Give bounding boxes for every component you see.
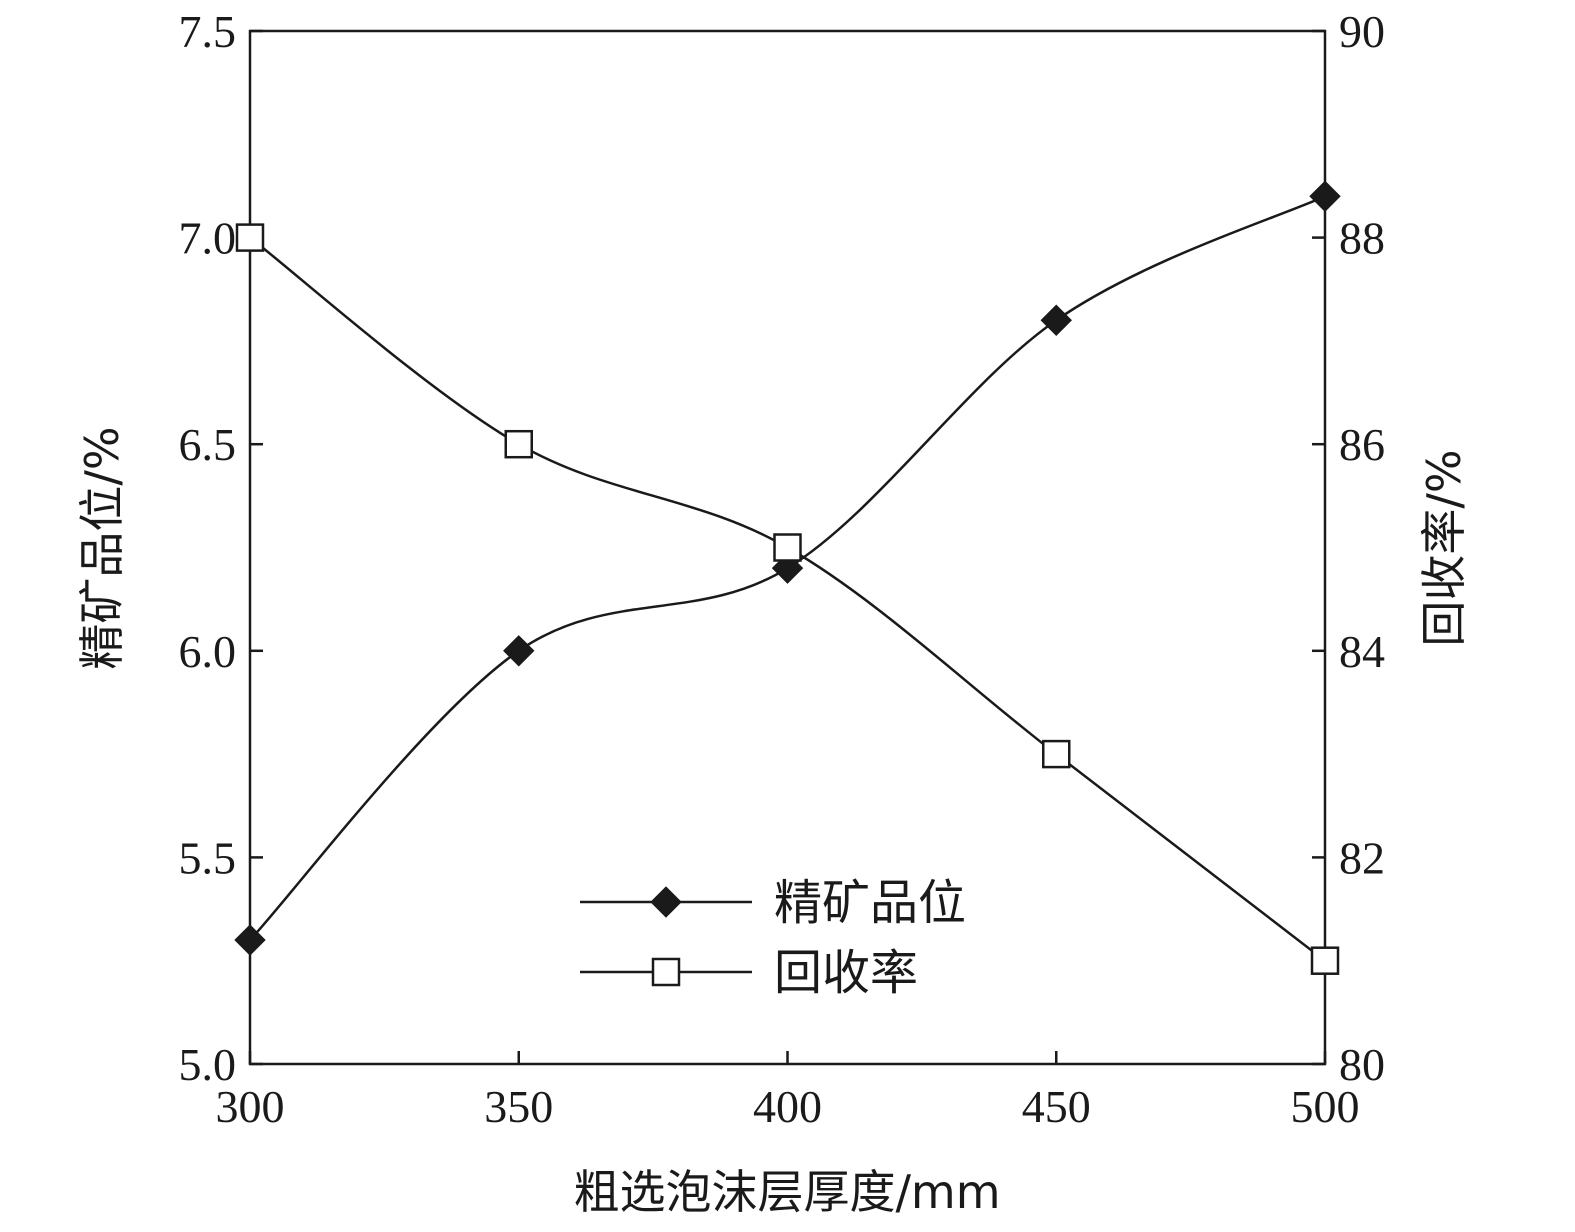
y-right-tick-label: 88 <box>1339 213 1385 264</box>
x-tick-label: 350 <box>484 1081 553 1132</box>
data-point <box>234 924 266 956</box>
legend-label: 精矿品位 <box>774 875 966 931</box>
data-point <box>235 223 265 252</box>
y-left-tick-label: 7.0 <box>179 213 237 264</box>
data-point <box>504 429 533 459</box>
x-tick-label: 450 <box>1022 1081 1091 1132</box>
x-tick-label: 400 <box>753 1081 822 1132</box>
y-right-tick-label: 90 <box>1339 6 1385 57</box>
data-point <box>503 635 535 667</box>
y-axis-right-title: 回收率/% <box>1417 449 1471 646</box>
y-axis-left-title: 精矿品位/% <box>75 426 129 669</box>
y-left-tick-label: 5.0 <box>179 1039 237 1090</box>
data-point <box>773 533 802 562</box>
x-tick-label: 300 <box>216 1081 285 1132</box>
legend-marker <box>650 886 682 918</box>
data-point <box>1042 739 1071 769</box>
ticks-layer: 300 350 400 450 500 5.0 5.5 6.0 6.5 7.0 7.5 80 82 84 8… <box>179 6 1386 1132</box>
data-point <box>1310 946 1340 975</box>
data-point <box>1309 180 1341 212</box>
data-point <box>1040 304 1072 336</box>
y-right-tick-label: 86 <box>1339 419 1385 470</box>
legend-marker <box>651 957 681 987</box>
y-left-tick-label: 6.5 <box>179 419 237 470</box>
x-tick-label: 500 <box>1291 1081 1360 1132</box>
y-right-tick-label: 80 <box>1339 1039 1385 1090</box>
legend-label: 回收率 <box>774 945 918 1001</box>
y-right-tick-label: 82 <box>1339 832 1385 883</box>
x-axis-title: 粗选泡沫层厚度/mm <box>573 1165 1000 1219</box>
series-line <box>249 236 1326 962</box>
y-left-tick-label: 5.5 <box>179 832 237 883</box>
y-left-tick-label: 7.5 <box>179 6 237 57</box>
y-right-tick-label: 84 <box>1339 626 1385 677</box>
series-layer <box>234 180 1341 975</box>
y-left-tick-label: 6.0 <box>179 626 237 677</box>
